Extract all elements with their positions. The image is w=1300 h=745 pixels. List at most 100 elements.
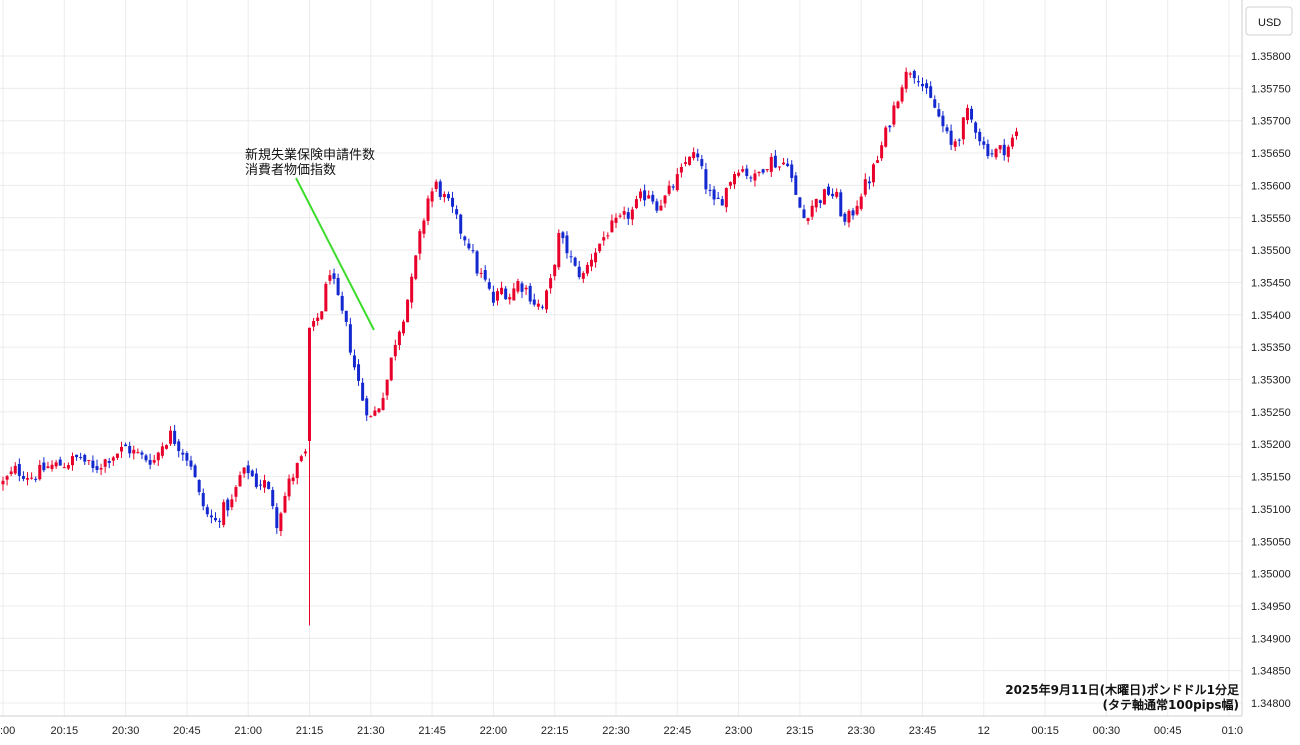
candle-body [512, 288, 516, 301]
candle-body [87, 459, 91, 461]
candle-body [561, 232, 565, 239]
x-tick-label: 23:00 [725, 725, 753, 737]
candle-body [839, 192, 843, 217]
candle-body [765, 169, 769, 171]
x-tick-label: 20:30 [112, 725, 140, 737]
candle-body [132, 449, 136, 454]
candle-body [197, 480, 201, 493]
candle-body [749, 177, 753, 179]
y-tick-label: 1.34800 [1251, 698, 1291, 710]
candle-body [786, 163, 790, 166]
candle-body [103, 459, 107, 467]
candle-body [177, 441, 181, 452]
candle-body [328, 275, 332, 281]
candle-body [589, 259, 593, 267]
candle-body [62, 467, 66, 469]
candle-body [115, 453, 119, 458]
candle-body [308, 327, 311, 441]
x-tick-label: 22:15 [541, 725, 569, 737]
candle-body [598, 243, 602, 252]
candle-body [630, 209, 634, 220]
candle-body [495, 291, 499, 301]
candle-body [250, 470, 254, 477]
candle-body [524, 287, 528, 290]
candle-body [455, 209, 459, 215]
y-tick-label: 1.35750 [1251, 83, 1291, 95]
candle-body [659, 205, 663, 211]
candle-body [782, 162, 786, 165]
candle-body [442, 193, 446, 198]
candle-body [1002, 144, 1006, 156]
candle-body [737, 172, 741, 176]
annotation-line-2: 消費者物価指数 [245, 163, 336, 178]
x-tick-label: 23:45 [909, 725, 937, 737]
y-tick-label: 1.35500 [1251, 245, 1291, 257]
candle-body [639, 191, 643, 199]
candle-body [557, 233, 561, 268]
x-tick-label: 21:00 [234, 725, 262, 737]
x-tick-label: 21:30 [357, 725, 385, 737]
candle-body [618, 215, 622, 217]
y-tick-label: 1.34900 [1251, 633, 1291, 645]
y-tick-label: 1.35550 [1251, 213, 1291, 225]
candle-body [990, 153, 994, 155]
y-tick-label: 1.35350 [1251, 342, 1291, 354]
candle-body [75, 454, 79, 458]
candle-body [961, 117, 965, 140]
candle-body [205, 507, 209, 515]
candle-body [475, 251, 479, 274]
candle-body [459, 214, 463, 234]
candle-body [859, 196, 863, 209]
candle-body [904, 71, 908, 89]
candle-body [945, 127, 949, 132]
candle-body [263, 480, 267, 488]
candle-body [667, 185, 671, 194]
y-axis-ticks: 1.35800 1.35750 1.35700 1.35650 1.35600 1.355… [1251, 51, 1291, 710]
candle-body [908, 73, 912, 75]
candle-body [867, 181, 871, 184]
candle-body [675, 174, 679, 191]
candle-body [38, 464, 42, 480]
candle-body [279, 513, 283, 532]
candle-body [827, 186, 831, 195]
candle-body [348, 324, 352, 353]
candle-body [95, 466, 99, 470]
candle-body [925, 83, 929, 89]
candle-body [900, 87, 904, 102]
candle-body [214, 517, 218, 521]
currency-label: USD [1258, 17, 1281, 29]
candle-body [446, 194, 450, 199]
x-tick-label: 00:45 [1154, 725, 1182, 737]
y-tick-label: 1.35450 [1251, 277, 1291, 289]
candle-body [884, 127, 888, 147]
candle-body [643, 190, 647, 201]
y-tick-label: 1.35200 [1251, 439, 1291, 451]
candle-body [757, 171, 761, 174]
candle-body [479, 272, 483, 274]
candle-body [230, 499, 234, 508]
candle-body [888, 125, 892, 128]
candle-body [21, 476, 25, 479]
candle-body [753, 173, 757, 181]
candle-body [373, 410, 377, 416]
candle-body [152, 460, 156, 463]
candle-body [434, 181, 438, 189]
candle-body [471, 250, 475, 252]
candle-body [336, 277, 340, 295]
candle-body [189, 460, 193, 467]
candle-body [42, 462, 46, 471]
candle-body [843, 213, 847, 222]
candle-body [863, 179, 867, 195]
candle-body [610, 220, 614, 233]
candle-body [777, 166, 781, 168]
candle-body [663, 195, 667, 204]
candle-body [847, 210, 851, 223]
candle-body [957, 139, 961, 141]
candle-body [246, 465, 250, 474]
y-tick-label: 1.35400 [1251, 310, 1291, 322]
candle-body [835, 191, 839, 197]
x-tick-label: 23:15 [786, 725, 814, 737]
candle-body [238, 475, 242, 487]
candle-body [369, 416, 373, 418]
candle-body [111, 457, 115, 461]
